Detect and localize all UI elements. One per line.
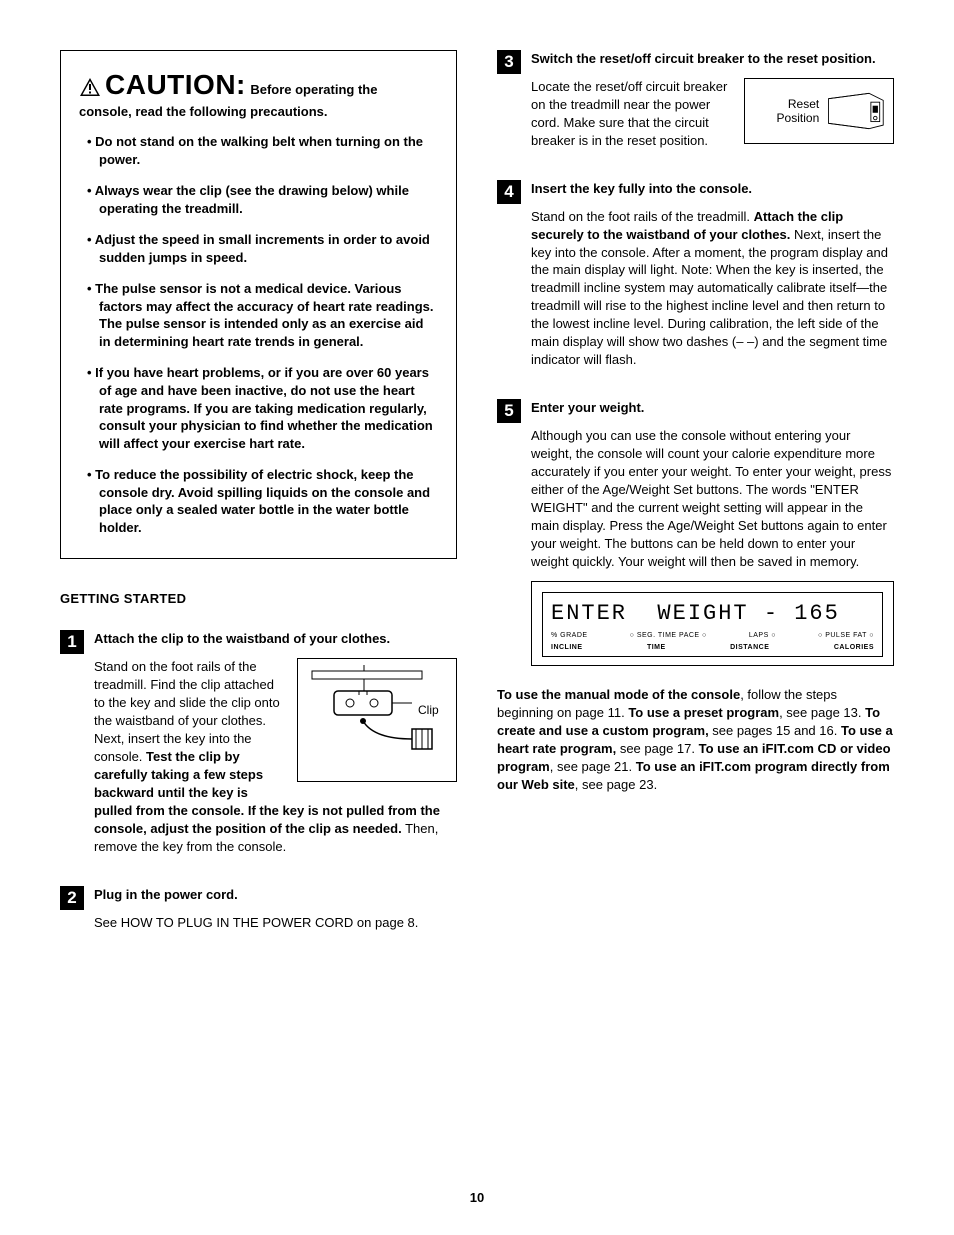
lcd-label: TIME bbox=[647, 643, 666, 653]
ref-text: see pages 15 and 16. bbox=[709, 723, 841, 738]
caution-word: CAUTION: bbox=[105, 69, 246, 100]
figure-reset: Reset Position bbox=[744, 78, 894, 144]
step-4: 4 Insert the key fully into the console.… bbox=[497, 180, 894, 379]
step-number: 1 bbox=[60, 630, 84, 654]
step-title: Attach the clip to the waistband of your… bbox=[94, 630, 457, 648]
caution-bullet: Do not stand on the walking belt when tu… bbox=[87, 133, 438, 168]
step-paragraph: Stand on the foot rails of the treadmill… bbox=[531, 208, 894, 369]
step-number: 2 bbox=[60, 886, 84, 910]
lcd-label: CALORIES bbox=[834, 643, 874, 653]
step-body: Attach the clip to the waistband of your… bbox=[94, 630, 457, 865]
step-number: 5 bbox=[497, 399, 521, 423]
figure-clip-label: Clip bbox=[418, 702, 564, 719]
ref-text: , see page 13. bbox=[779, 705, 865, 720]
step-number: 3 bbox=[497, 50, 521, 74]
caution-sub: console, read the following precautions. bbox=[79, 104, 438, 119]
caution-bullet: Always wear the clip (see the drawing be… bbox=[87, 182, 438, 217]
lcd-display-box: ENTER WEIGHT - 165 % GRADE ○ SEG. TIME P… bbox=[531, 581, 894, 667]
two-column-layout: CAUTION: Before operating the console, r… bbox=[60, 50, 894, 962]
step-2: 2 Plug in the power cord. See HOW TO PLU… bbox=[60, 886, 457, 942]
lcd-display-inner: ENTER WEIGHT - 165 % GRADE ○ SEG. TIME P… bbox=[542, 592, 883, 658]
lcd-label: DISTANCE bbox=[730, 643, 769, 653]
section-heading-getting-started: GETTING STARTED bbox=[60, 591, 457, 606]
step-body: Switch the reset/off circuit breaker to … bbox=[531, 50, 894, 160]
lcd-label: INCLINE bbox=[551, 643, 583, 653]
caution-bullet: If you have heart problems, or if you ar… bbox=[87, 364, 438, 452]
step-title: Plug in the power cord. bbox=[94, 886, 457, 904]
caution-bullet: The pulse sensor is not a medical device… bbox=[87, 280, 438, 350]
step-body: Enter your weight. Although you can use … bbox=[531, 399, 894, 666]
step-5: 5 Enter your weight. Although you can us… bbox=[497, 399, 894, 666]
step-paragraph: Although you can use the console without… bbox=[531, 427, 894, 571]
right-column: 3 Switch the reset/off circuit breaker t… bbox=[497, 50, 894, 962]
ref-bold: To use the manual mode of the console bbox=[497, 687, 740, 702]
ref-text: , see page 23. bbox=[575, 777, 657, 792]
figure-clip: Clip bbox=[297, 658, 457, 781]
lcd-label: ○ PULSE FAT ○ bbox=[818, 631, 874, 641]
lcd-label: LAPS ○ bbox=[749, 631, 776, 641]
lcd-row-2: INCLINE TIME DISTANCE CALORIES bbox=[551, 643, 874, 653]
lcd-text: ENTER WEIGHT - 165 bbox=[551, 599, 874, 629]
step-body: Insert the key fully into the console. S… bbox=[531, 180, 894, 379]
step-3: 3 Switch the reset/off circuit breaker t… bbox=[497, 50, 894, 160]
warning-icon bbox=[79, 77, 101, 102]
step-number: 4 bbox=[497, 180, 521, 204]
step-text: Next, insert the key into the console. A… bbox=[531, 227, 888, 368]
lcd-label: ○ SEG. TIME PACE ○ bbox=[630, 631, 707, 641]
caution-bullet: Adjust the speed in small increments in … bbox=[87, 231, 438, 266]
step-title: Insert the key fully into the console. bbox=[531, 180, 894, 198]
step-text: Stand on the foot rails of the treadmill… bbox=[531, 209, 754, 224]
page-number: 10 bbox=[0, 1190, 954, 1205]
lcd-row-1: % GRADE ○ SEG. TIME PACE ○ LAPS ○ ○ PULS… bbox=[551, 631, 874, 641]
lcd-label: % GRADE bbox=[551, 631, 588, 641]
ref-text: , see page 21. bbox=[550, 759, 636, 774]
step-body: Plug in the power cord. See HOW TO PLUG … bbox=[94, 886, 457, 942]
caution-bullet: To reduce the possibility of electric sh… bbox=[87, 466, 438, 536]
step-1: 1 Attach the clip to the waistband of yo… bbox=[60, 630, 457, 865]
left-column: CAUTION: Before operating the console, r… bbox=[60, 50, 457, 962]
step-title: Switch the reset/off circuit breaker to … bbox=[531, 50, 894, 68]
ref-text: see page 17. bbox=[616, 741, 698, 756]
caution-heading: CAUTION: Before operating the console, r… bbox=[79, 69, 438, 119]
step-paragraph: See HOW TO PLUG IN THE POWER CORD on pag… bbox=[94, 914, 457, 932]
step-title: Enter your weight. bbox=[531, 399, 894, 417]
caution-lead: Before operating the bbox=[250, 82, 377, 97]
caution-box: CAUTION: Before operating the console, r… bbox=[60, 50, 457, 559]
caution-bullets: Do not stand on the walking belt when tu… bbox=[79, 133, 438, 536]
figure-reset-label: Reset Position bbox=[751, 97, 819, 126]
ref-bold: To use a preset program bbox=[628, 705, 779, 720]
